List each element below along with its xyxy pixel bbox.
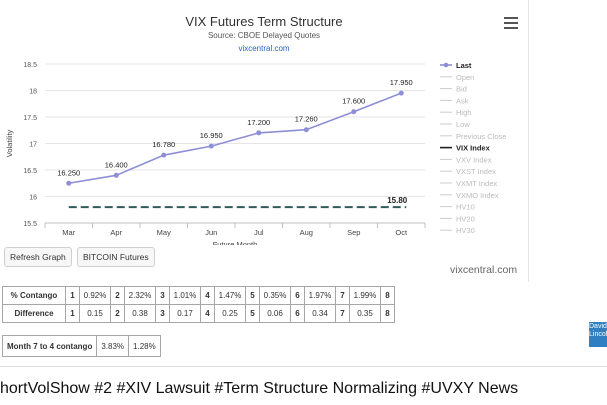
data-label: 17.200	[247, 118, 270, 127]
difference-label: Difference	[2, 304, 66, 323]
bitcoin-futures-button[interactable]: BITCOIN Futures	[77, 247, 155, 267]
y-tick-label: 18	[29, 89, 37, 96]
channel-logo: David Lincoln	[589, 322, 607, 347]
y-tick-label: 18.5	[23, 62, 37, 69]
legend-item[interactable]: Open	[456, 73, 474, 82]
data-point	[208, 143, 214, 149]
contango-label: % Contango	[2, 286, 66, 305]
video-caption: hortVolShow #2 #XIV Lawsuit #Term Struct…	[0, 380, 519, 397]
x-tick-label: Sep	[347, 228, 360, 237]
data-label: 17.950	[390, 78, 413, 87]
data-label: 16.250	[57, 168, 80, 177]
y-tick-label: 15.5	[23, 221, 37, 228]
data-point	[66, 180, 72, 186]
data-point	[113, 172, 119, 178]
hamburger-menu-icon[interactable]	[504, 17, 518, 29]
data-point	[398, 90, 404, 96]
data-label: 17.600	[342, 97, 365, 106]
chart-subtitle: Source: CBOE Delayed Quotes	[207, 31, 321, 40]
source-link[interactable]: vixcentral.com	[238, 44, 290, 53]
data-point	[161, 152, 167, 158]
data-label: 15.80	[387, 196, 408, 205]
data-point	[303, 127, 309, 133]
table-row: Difference 1 0.15 2 0.38 3 0.17 4 0.25 5…	[2, 304, 395, 323]
chart-title: VIX Futures Term Structure	[185, 14, 343, 29]
legend-item[interactable]: Bid	[456, 85, 467, 94]
legend-item[interactable]: Last	[456, 61, 472, 70]
refresh-graph-button[interactable]: Refresh Graph	[4, 247, 72, 267]
data-label: 16.400	[105, 160, 128, 169]
x-tick-label: Oct	[395, 228, 408, 237]
table-row: % Contango 1 0.92% 2 2.32% 3 1.01% 4 1.4…	[2, 286, 395, 305]
legend-item[interactable]: Ask	[456, 96, 469, 105]
month74-value-2: 1.28%	[128, 335, 161, 357]
legend-item[interactable]: Low	[456, 120, 470, 129]
legend-item[interactable]: VXMT Index	[456, 179, 497, 188]
series-line-last	[68, 92, 402, 185]
month74-value-1: 3.83%	[96, 335, 130, 357]
month-7-to-4-table: Month 7 to 4 contango 3.83% 1.28%	[1, 335, 161, 357]
x-tick-label: Aug	[300, 228, 313, 237]
y-tick-label: 16.5	[23, 168, 37, 175]
legend-item[interactable]: HV10	[456, 203, 475, 212]
y-tick-label: 17	[29, 142, 37, 149]
watermark: vixcentral.com	[450, 264, 518, 276]
x-tick-label: May	[157, 228, 171, 237]
legend-item[interactable]: High	[456, 108, 471, 117]
data-label: 16.780	[152, 140, 175, 149]
y-tick-label: 16	[29, 195, 37, 202]
y-axis-title: Volatility	[5, 129, 14, 157]
month74-label: Month 7 to 4 contango	[1, 335, 98, 357]
data-point	[351, 109, 357, 115]
legend-marker	[443, 62, 449, 68]
data-point	[256, 130, 262, 136]
x-tick-label: Jul	[254, 228, 264, 237]
legend-item[interactable]: HV30	[456, 226, 475, 235]
legend-item[interactable]: HV20	[456, 214, 475, 223]
legend-item[interactable]: VXST Index	[456, 167, 496, 176]
chart-panel: VIX Futures Term Structure Source: CBOE …	[4, 0, 529, 282]
data-label: 17.260	[295, 115, 318, 124]
data-label: 16.950	[200, 131, 223, 140]
x-tick-label: Mar	[62, 228, 75, 237]
legend-item[interactable]: VXV Index	[456, 155, 492, 164]
legend-item[interactable]: Previous Close	[456, 132, 506, 141]
divider	[0, 366, 607, 367]
contango-table: % Contango 1 0.92% 2 2.32% 3 1.01% 4 1.4…	[2, 286, 395, 323]
chart-plot: 15.5 16 16.5 17 17.5 18 18.5 Mar Apr May Jun Jul Aug…	[5, 61, 506, 245]
y-tick-label: 17.5	[23, 115, 37, 122]
x-axis-title: Future Month	[213, 240, 258, 245]
x-tick-label: Jun	[205, 228, 217, 237]
legend-item[interactable]: VIX Index	[456, 144, 491, 153]
x-tick-label: Apr	[110, 228, 122, 237]
legend-item[interactable]: VXMO Index	[456, 191, 499, 200]
table-row: Month 7 to 4 contango 3.83% 1.28%	[1, 335, 161, 357]
